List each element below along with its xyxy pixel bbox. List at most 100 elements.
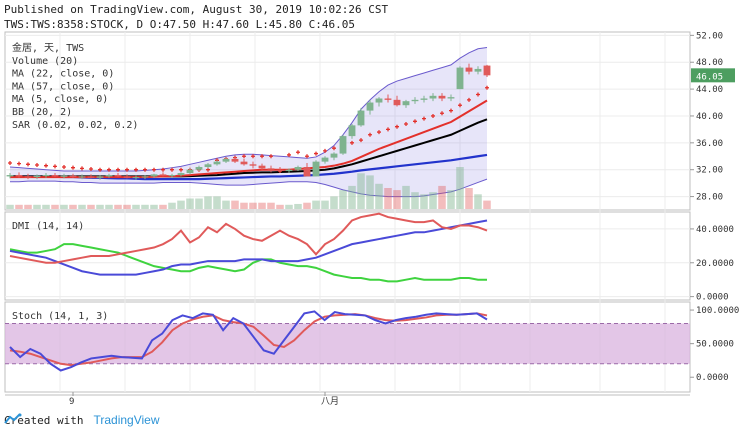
dmi-y-tick-label: 20.0000 xyxy=(696,259,734,269)
candle-body xyxy=(249,164,257,166)
tradingview-brand-link[interactable]: TradingView xyxy=(93,413,160,427)
sar-point xyxy=(35,162,39,167)
volume-bar xyxy=(303,202,311,209)
sar-point xyxy=(107,167,111,172)
candle-body xyxy=(195,167,203,170)
volume-bar xyxy=(375,183,383,209)
volume-bar xyxy=(276,204,284,209)
sar-point xyxy=(332,146,336,151)
volume-bar xyxy=(357,173,365,209)
candle-body xyxy=(285,169,293,172)
candle-body xyxy=(159,174,167,176)
main-legend-entry: BB (20, 2) xyxy=(12,107,72,118)
volume-bar xyxy=(285,204,293,209)
volume-bar xyxy=(384,188,392,209)
candle-body xyxy=(258,165,266,169)
sar-point xyxy=(89,167,93,172)
sar-point xyxy=(458,103,462,108)
dmi-y-tick-label: 0.0000 xyxy=(696,293,729,303)
candle-body xyxy=(78,176,86,178)
x-tick-label: 9 xyxy=(69,397,74,407)
main-legend-entry: 金居, 天, TWS xyxy=(12,41,84,54)
volume-bar xyxy=(258,202,266,209)
candle-body xyxy=(60,175,68,177)
sar-point xyxy=(386,127,390,132)
volume-bar xyxy=(159,204,167,209)
candle-body xyxy=(114,175,122,177)
bb-upper-line xyxy=(9,46,488,172)
volume-bar xyxy=(267,202,275,209)
candle-body xyxy=(294,167,302,170)
sar-point xyxy=(431,113,435,118)
candle-body xyxy=(303,167,311,177)
candle-body xyxy=(15,175,23,177)
candle-body xyxy=(366,102,374,111)
sar-point xyxy=(8,160,12,165)
volume-bar xyxy=(87,204,95,209)
candle-body xyxy=(150,174,158,177)
volume-bar xyxy=(240,202,248,209)
stoch-d-line xyxy=(9,312,488,367)
candle-body xyxy=(384,98,392,100)
plus-di-line xyxy=(9,212,488,264)
candle-body xyxy=(6,175,14,177)
main-y-tick-label: 32.00 xyxy=(696,166,723,176)
volume-bar xyxy=(195,198,203,209)
minus-di-line xyxy=(9,243,487,283)
stoch-legend-entry: Stoch (14, 1, 3) xyxy=(12,311,108,322)
main-legend-entry: MA (5, close, 0) xyxy=(12,94,108,105)
volume-bar xyxy=(312,200,320,209)
volume-bar xyxy=(105,204,113,209)
candle-body xyxy=(240,161,248,165)
main-legend-entry: MA (22, close, 0) xyxy=(12,69,114,80)
sar-point xyxy=(98,167,102,172)
main-y-tick-label: 44.00 xyxy=(696,85,723,95)
sar-point xyxy=(71,165,75,170)
sar-point xyxy=(179,167,183,172)
candle-body xyxy=(321,157,329,162)
volume-bar xyxy=(132,204,140,209)
volume-bar xyxy=(78,204,86,209)
current-price-label: 46.05 xyxy=(696,72,723,82)
sar-point xyxy=(377,130,381,135)
volume-bar xyxy=(15,204,23,209)
volume-bar xyxy=(141,204,149,209)
volume-bar xyxy=(411,192,419,209)
sar-point xyxy=(359,138,363,143)
stoch-k-line xyxy=(9,310,488,372)
candle-body xyxy=(411,99,419,102)
candle-body xyxy=(33,175,41,178)
volume-bar xyxy=(33,204,41,209)
candle-body xyxy=(312,161,320,177)
volume-bar xyxy=(402,185,410,209)
volume-bar xyxy=(123,204,131,209)
volume-bar xyxy=(222,200,230,209)
volume-bar xyxy=(168,202,176,209)
main-panel-frame xyxy=(4,31,691,211)
sar-point xyxy=(116,167,120,172)
sar-point xyxy=(161,167,165,172)
volume-bar xyxy=(24,204,32,209)
chart-canvas[interactable]: 52.00 48.00 44.00 40.00 36.00 32.00 28.00 46.05… xyxy=(0,0,740,410)
candle-body xyxy=(132,177,140,179)
volume-bar xyxy=(294,203,302,209)
published-caption: Published on TradingView.com, August 30,… xyxy=(4,3,389,16)
candle-body xyxy=(420,98,428,100)
volume-bar xyxy=(6,204,14,209)
volume-bar xyxy=(60,204,68,209)
candle-body xyxy=(168,175,176,177)
candle-body xyxy=(231,158,239,162)
volume-bar xyxy=(186,198,194,209)
volume-bar xyxy=(339,190,347,209)
volume-bar xyxy=(456,167,464,209)
sar-point xyxy=(395,124,399,129)
candle-body xyxy=(177,173,185,176)
candle-body xyxy=(483,65,491,76)
volume-bar xyxy=(366,175,374,209)
dmi-legend-entry: DMI (14, 14) xyxy=(12,221,84,232)
candle-body xyxy=(42,175,50,177)
volume-bar xyxy=(69,204,77,209)
candle-body xyxy=(222,158,230,162)
volume-bar xyxy=(474,194,482,209)
sar-point xyxy=(44,163,48,168)
